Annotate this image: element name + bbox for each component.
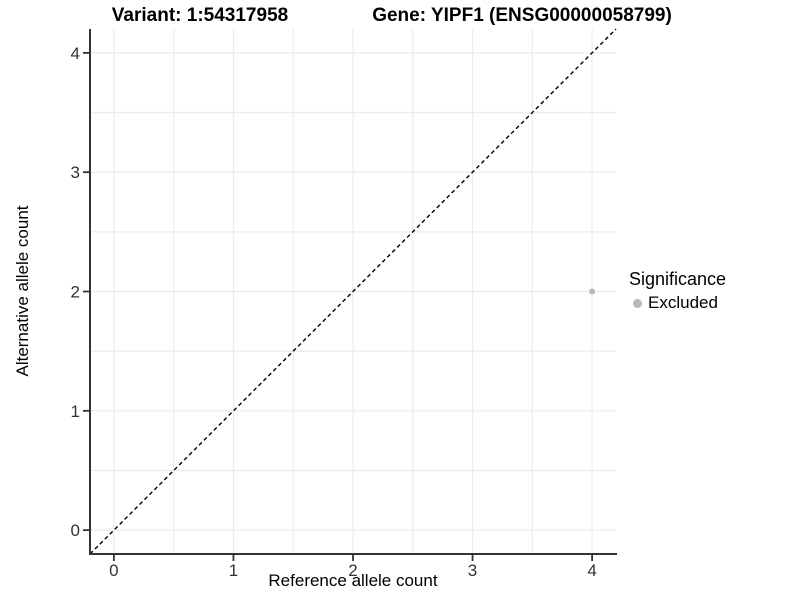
x-tick-label: 0 bbox=[109, 561, 118, 580]
y-tick-label: 2 bbox=[71, 283, 80, 302]
x-tick-label: 2 bbox=[348, 561, 357, 580]
legend-title: Significance bbox=[629, 269, 727, 289]
legend-item-label: Excluded bbox=[648, 293, 718, 312]
x-axis-title: Reference allele count bbox=[268, 571, 438, 590]
y-axis-title: Alternative allele count bbox=[13, 205, 32, 377]
data-points bbox=[589, 288, 596, 295]
identity-reference-line bbox=[89, 28, 617, 555]
data-point-excluded bbox=[589, 288, 596, 295]
y-tick-label: 0 bbox=[71, 521, 80, 540]
excluded-point-icon bbox=[633, 298, 642, 308]
gene-title: Gene: YIPF1 (ENSG00000058799) bbox=[372, 5, 672, 26]
axis-ticks bbox=[83, 51, 593, 561]
y-tick-label: 3 bbox=[71, 163, 80, 182]
x-tick-label: 3 bbox=[468, 561, 477, 580]
y-tick-label: 4 bbox=[71, 44, 80, 63]
y-tick-label: 1 bbox=[71, 402, 80, 421]
x-tick-label: 1 bbox=[229, 561, 238, 580]
variant-title: Variant: 1:54317958 bbox=[111, 5, 289, 26]
legend-item-excluded: Excluded bbox=[629, 293, 726, 313]
axis-lines bbox=[89, 29, 617, 555]
tick-labels: 0 1 2 3 4 0 1 2 3 4 bbox=[71, 44, 597, 580]
x-tick-label: 4 bbox=[587, 561, 596, 580]
legend: Significance Excluded bbox=[629, 269, 726, 313]
reference-line-layer bbox=[89, 28, 617, 555]
